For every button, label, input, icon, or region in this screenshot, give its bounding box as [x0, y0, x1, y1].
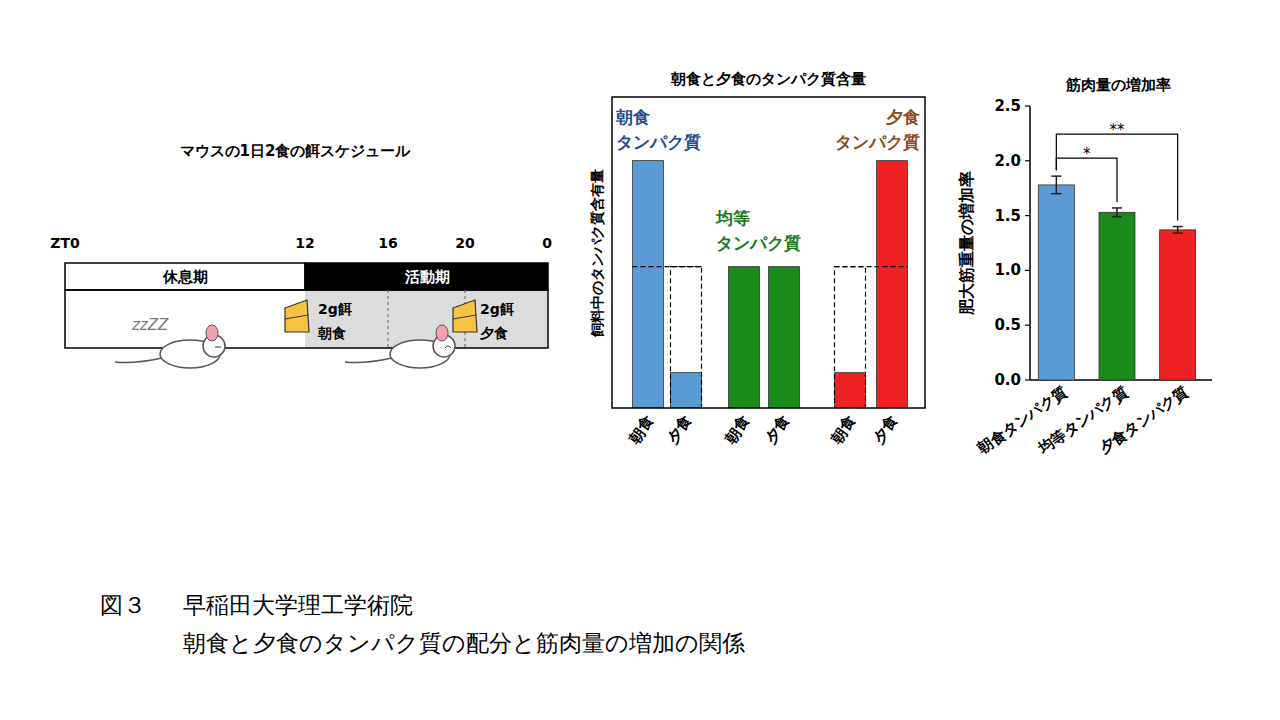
group-label: タンパク質: [716, 233, 801, 253]
tick-label: 1.0: [994, 261, 1021, 279]
axis-title: 飼料中のタンパク質含有量: [589, 169, 605, 338]
reference-box: [835, 267, 866, 408]
error-bar: [1173, 227, 1183, 234]
y-axis: [1029, 106, 1031, 380]
group-label: タンパク質: [835, 132, 920, 152]
significance-bracket: [1056, 158, 1117, 202]
mouse-tail: [345, 358, 392, 363]
period-label: 活動期: [404, 268, 450, 286]
time-label: 12: [295, 235, 314, 251]
error-line: [1177, 227, 1179, 234]
error-cap: [1051, 193, 1061, 195]
mouse-ear: [206, 325, 218, 341]
bar: [877, 161, 908, 408]
group-label: 夕食: [885, 107, 920, 127]
time-divider: [388, 290, 389, 348]
error-cap: [1051, 175, 1061, 177]
time-label: 16: [378, 235, 397, 251]
bar: [671, 373, 702, 408]
tick-label: 夕食: [761, 412, 794, 448]
bars: [1038, 176, 1195, 380]
tick-label: 朝食: [625, 412, 658, 448]
figure-label: 図３: [100, 592, 146, 618]
bar: [1038, 185, 1074, 380]
tick-label: 2.5: [994, 97, 1021, 115]
food-icon: [285, 300, 309, 332]
tick-label: 1.5: [994, 207, 1021, 225]
significance-label: *: [1083, 145, 1091, 163]
meal-name: 夕食: [479, 325, 508, 341]
meal-name: 朝食: [317, 325, 346, 341]
period-label: 休息期: [162, 268, 208, 286]
muscle-chart: 筋肉量の増加率肥大筋重量の増加率0.00.51.01.52.02.5***朝食タ…: [957, 76, 1212, 458]
error-line: [1056, 176, 1058, 194]
mouse-icon: [345, 325, 455, 368]
meal-amount: 2g餌: [480, 301, 514, 317]
time-label: 0: [542, 235, 552, 251]
tick-label: 朝食: [721, 412, 754, 448]
sleep-mark: zzZZ: [131, 316, 169, 334]
food-line: [285, 315, 308, 319]
tick-label: 0.0: [994, 371, 1021, 389]
bar: [1099, 212, 1135, 380]
schedule-title: マウスの1日2食の餌スケジュール: [180, 142, 412, 160]
caption-source: 早稲田大学理工学術院: [183, 592, 413, 618]
bar: [769, 267, 800, 408]
tick-label: 夕食タンパク質: [1095, 383, 1192, 459]
group-label: 朝食: [615, 107, 650, 127]
schedule: マウスの1日2食の餌スケジュール ZT0 12 16 20 0 休息期 活動期 zzZZ 2g餌朝…: [50, 142, 552, 368]
active-shade: [305, 290, 548, 348]
group-label: 均等: [715, 208, 750, 228]
tick-label: 夕食: [663, 412, 696, 448]
mouse-ear: [436, 325, 448, 341]
bar: [1160, 230, 1196, 380]
bar: [729, 267, 760, 408]
error-bar: [1051, 176, 1061, 194]
error-bar: [1112, 208, 1122, 217]
caption: 図３ 早稲田大学理工学術院朝食と夕食のタンパク質の配分と筋肉量の増加の関係: [100, 592, 745, 656]
tick-label: 0.5: [994, 316, 1021, 334]
reference-box: [671, 267, 702, 408]
food-line: [453, 315, 476, 319]
meal-amount: 2g餌: [318, 301, 352, 317]
error-cap: [1112, 207, 1122, 209]
tick-label: 2.0: [994, 152, 1021, 170]
significance-bracket: [1056, 134, 1177, 220]
mouse-icon: [115, 325, 225, 368]
axis-title: 肥大筋重量の増加率: [957, 171, 976, 316]
time-label: ZT0: [50, 235, 80, 251]
active-period: [305, 263, 548, 290]
time-label: 20: [455, 235, 475, 251]
tick-label: 夕食: [869, 412, 902, 448]
bar: [633, 161, 664, 408]
figure: マウスの1日2食の餌スケジュールZT01216200休息期活動期zzZZ2g餌朝…: [0, 0, 1280, 720]
tick-label: 朝食: [827, 412, 860, 448]
protein-chart: 朝食と夕食のタンパク質含量飼料中のタンパク質含有量朝食夕食朝食夕食朝食夕食朝食タ…: [589, 70, 925, 448]
mouse-tail: [115, 358, 162, 363]
food-shape: [285, 300, 309, 332]
chart-title: 筋肉量の増加率: [1065, 76, 1171, 94]
plot-frame: [612, 97, 925, 408]
rest-period: [65, 263, 305, 290]
error-cap: [1173, 226, 1183, 228]
error-line: [1116, 208, 1118, 217]
food-icon: [453, 300, 477, 332]
food-shape: [453, 300, 477, 332]
bars: [633, 161, 908, 408]
error-cap: [1112, 216, 1122, 218]
significance-label: **: [1110, 121, 1126, 139]
mouse-eye: [445, 346, 451, 348]
group-label: タンパク質: [616, 132, 701, 152]
chart-title: 朝食と夕食のタンパク質含量: [670, 70, 866, 88]
schedule-frame: [65, 290, 548, 348]
caption-text: 朝食と夕食のタンパク質の配分と筋肉量の増加の関係: [183, 630, 745, 656]
bar: [835, 373, 866, 408]
error-cap: [1173, 232, 1183, 234]
mouse-eye: [215, 347, 221, 348]
